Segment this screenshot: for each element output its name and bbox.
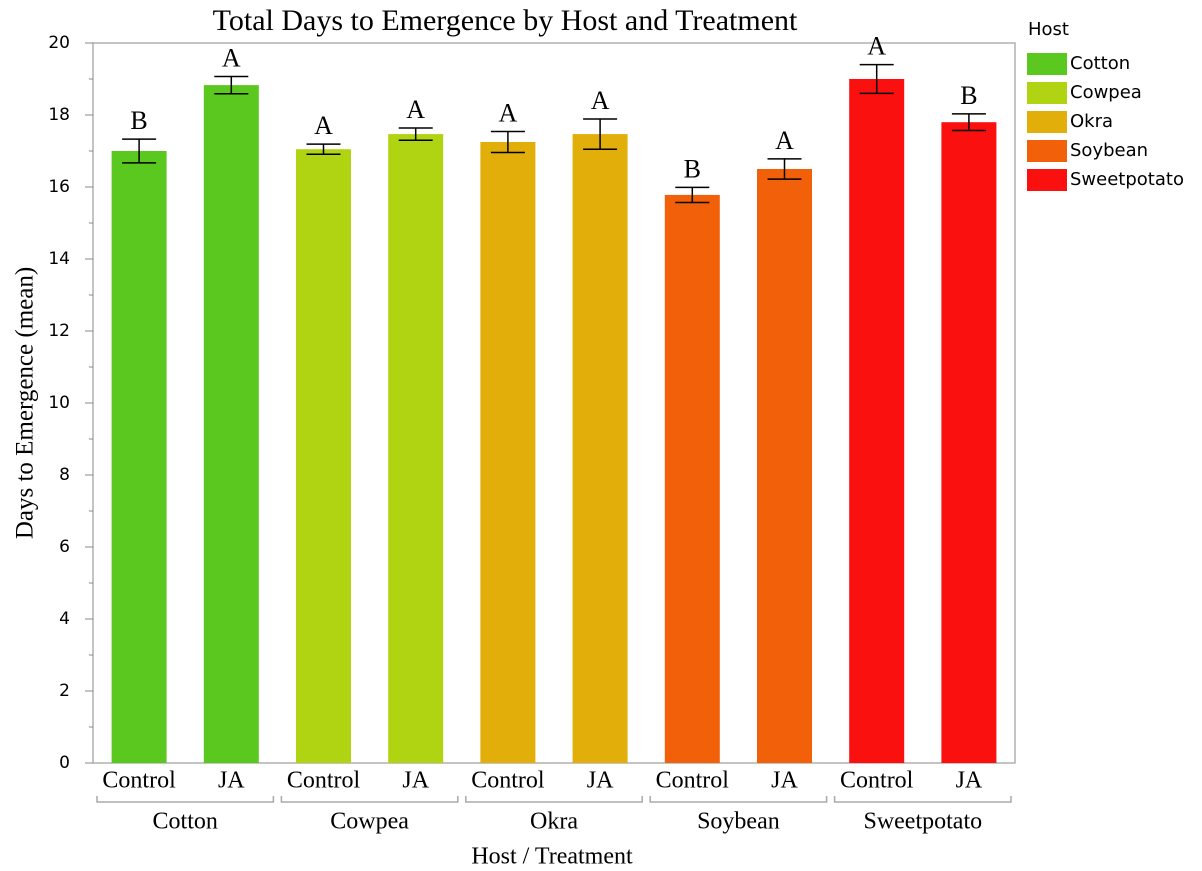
group-label: Okra (530, 809, 578, 835)
x-tick-label: JA (956, 768, 983, 794)
significance-letter: B (684, 154, 701, 183)
group-bracket (649, 796, 828, 803)
y-tick-label: 18 (48, 105, 70, 125)
x-tick-label: JA (587, 768, 614, 794)
error-bar (214, 75, 249, 95)
legend-title: Host (1028, 19, 1069, 40)
group-bracket (465, 796, 643, 803)
y-tick-label: 14 (48, 249, 70, 269)
significance-letter: A (775, 126, 794, 155)
y-tick-label: 8 (59, 465, 70, 485)
legend-label: Cotton (1070, 53, 1130, 74)
group-label: Soybean (697, 809, 780, 835)
x-tick-label: JA (402, 768, 429, 794)
legend-swatch (1027, 111, 1067, 133)
bar (296, 149, 351, 763)
y-tick-label: 20 (48, 33, 70, 53)
group-label: Cotton (153, 809, 218, 835)
significance-letter: A (314, 111, 333, 140)
legend-swatch (1027, 169, 1067, 191)
y-tick-label: 10 (48, 393, 70, 413)
bar (480, 142, 536, 763)
bar (849, 79, 905, 763)
error-bar (859, 63, 894, 95)
bar (388, 134, 444, 763)
x-tick-label: JA (218, 768, 245, 794)
legend-swatch (1027, 140, 1067, 162)
x-tick-label: JA (771, 768, 798, 794)
y-tick-label: 0 (59, 753, 70, 773)
x-tick-label: Control (840, 768, 914, 794)
y-tick-label: 6 (59, 537, 70, 557)
bar (664, 194, 720, 764)
bar (757, 169, 812, 763)
error-bar (675, 186, 710, 204)
group-bracket (96, 796, 275, 803)
y-tick-label: 2 (59, 681, 70, 701)
bar (203, 85, 259, 764)
significance-letter: A (867, 32, 886, 61)
error-bar (583, 118, 618, 150)
significance-letter: A (406, 95, 425, 124)
legend-label: Cowpea (1070, 82, 1142, 103)
y-tick-label: 12 (48, 321, 70, 341)
bar (941, 122, 997, 763)
group-label: Cowpea (330, 809, 409, 835)
legend-label: Okra (1070, 111, 1113, 132)
error-bar (122, 138, 157, 164)
significance-letter: A (591, 86, 610, 115)
x-tick-label: Control (287, 768, 361, 794)
group-bracket (280, 796, 459, 803)
legend-swatch (1027, 82, 1067, 104)
x-tick-label: Control (102, 768, 176, 794)
significance-letter: B (960, 81, 977, 110)
y-axis-title: Days to Emergence (mean) (12, 267, 39, 539)
significance-letter: B (130, 106, 147, 135)
bar (111, 151, 167, 763)
error-bar (398, 127, 433, 141)
bar (572, 134, 628, 763)
y-tick-label: 4 (59, 609, 70, 629)
x-axis-title: Host / Treatment (471, 844, 633, 870)
legend-label: Sweetpotato (1070, 169, 1184, 190)
legend-label: Soybean (1070, 140, 1148, 161)
error-bar (490, 130, 525, 154)
legend-swatch (1027, 53, 1067, 75)
error-bar (767, 158, 802, 180)
error-bar (951, 113, 986, 132)
error-bar (306, 143, 341, 155)
significance-letter: A (499, 99, 518, 128)
y-tick-label: 16 (48, 177, 70, 197)
group-label: Sweetpotato (863, 809, 982, 835)
chart-title: Total Days to Emergence by Host and Trea… (213, 4, 798, 37)
x-tick-label: Control (471, 768, 545, 794)
x-tick-label: Control (656, 768, 730, 794)
group-bracket (833, 796, 1012, 803)
significance-letter: A (222, 43, 241, 72)
